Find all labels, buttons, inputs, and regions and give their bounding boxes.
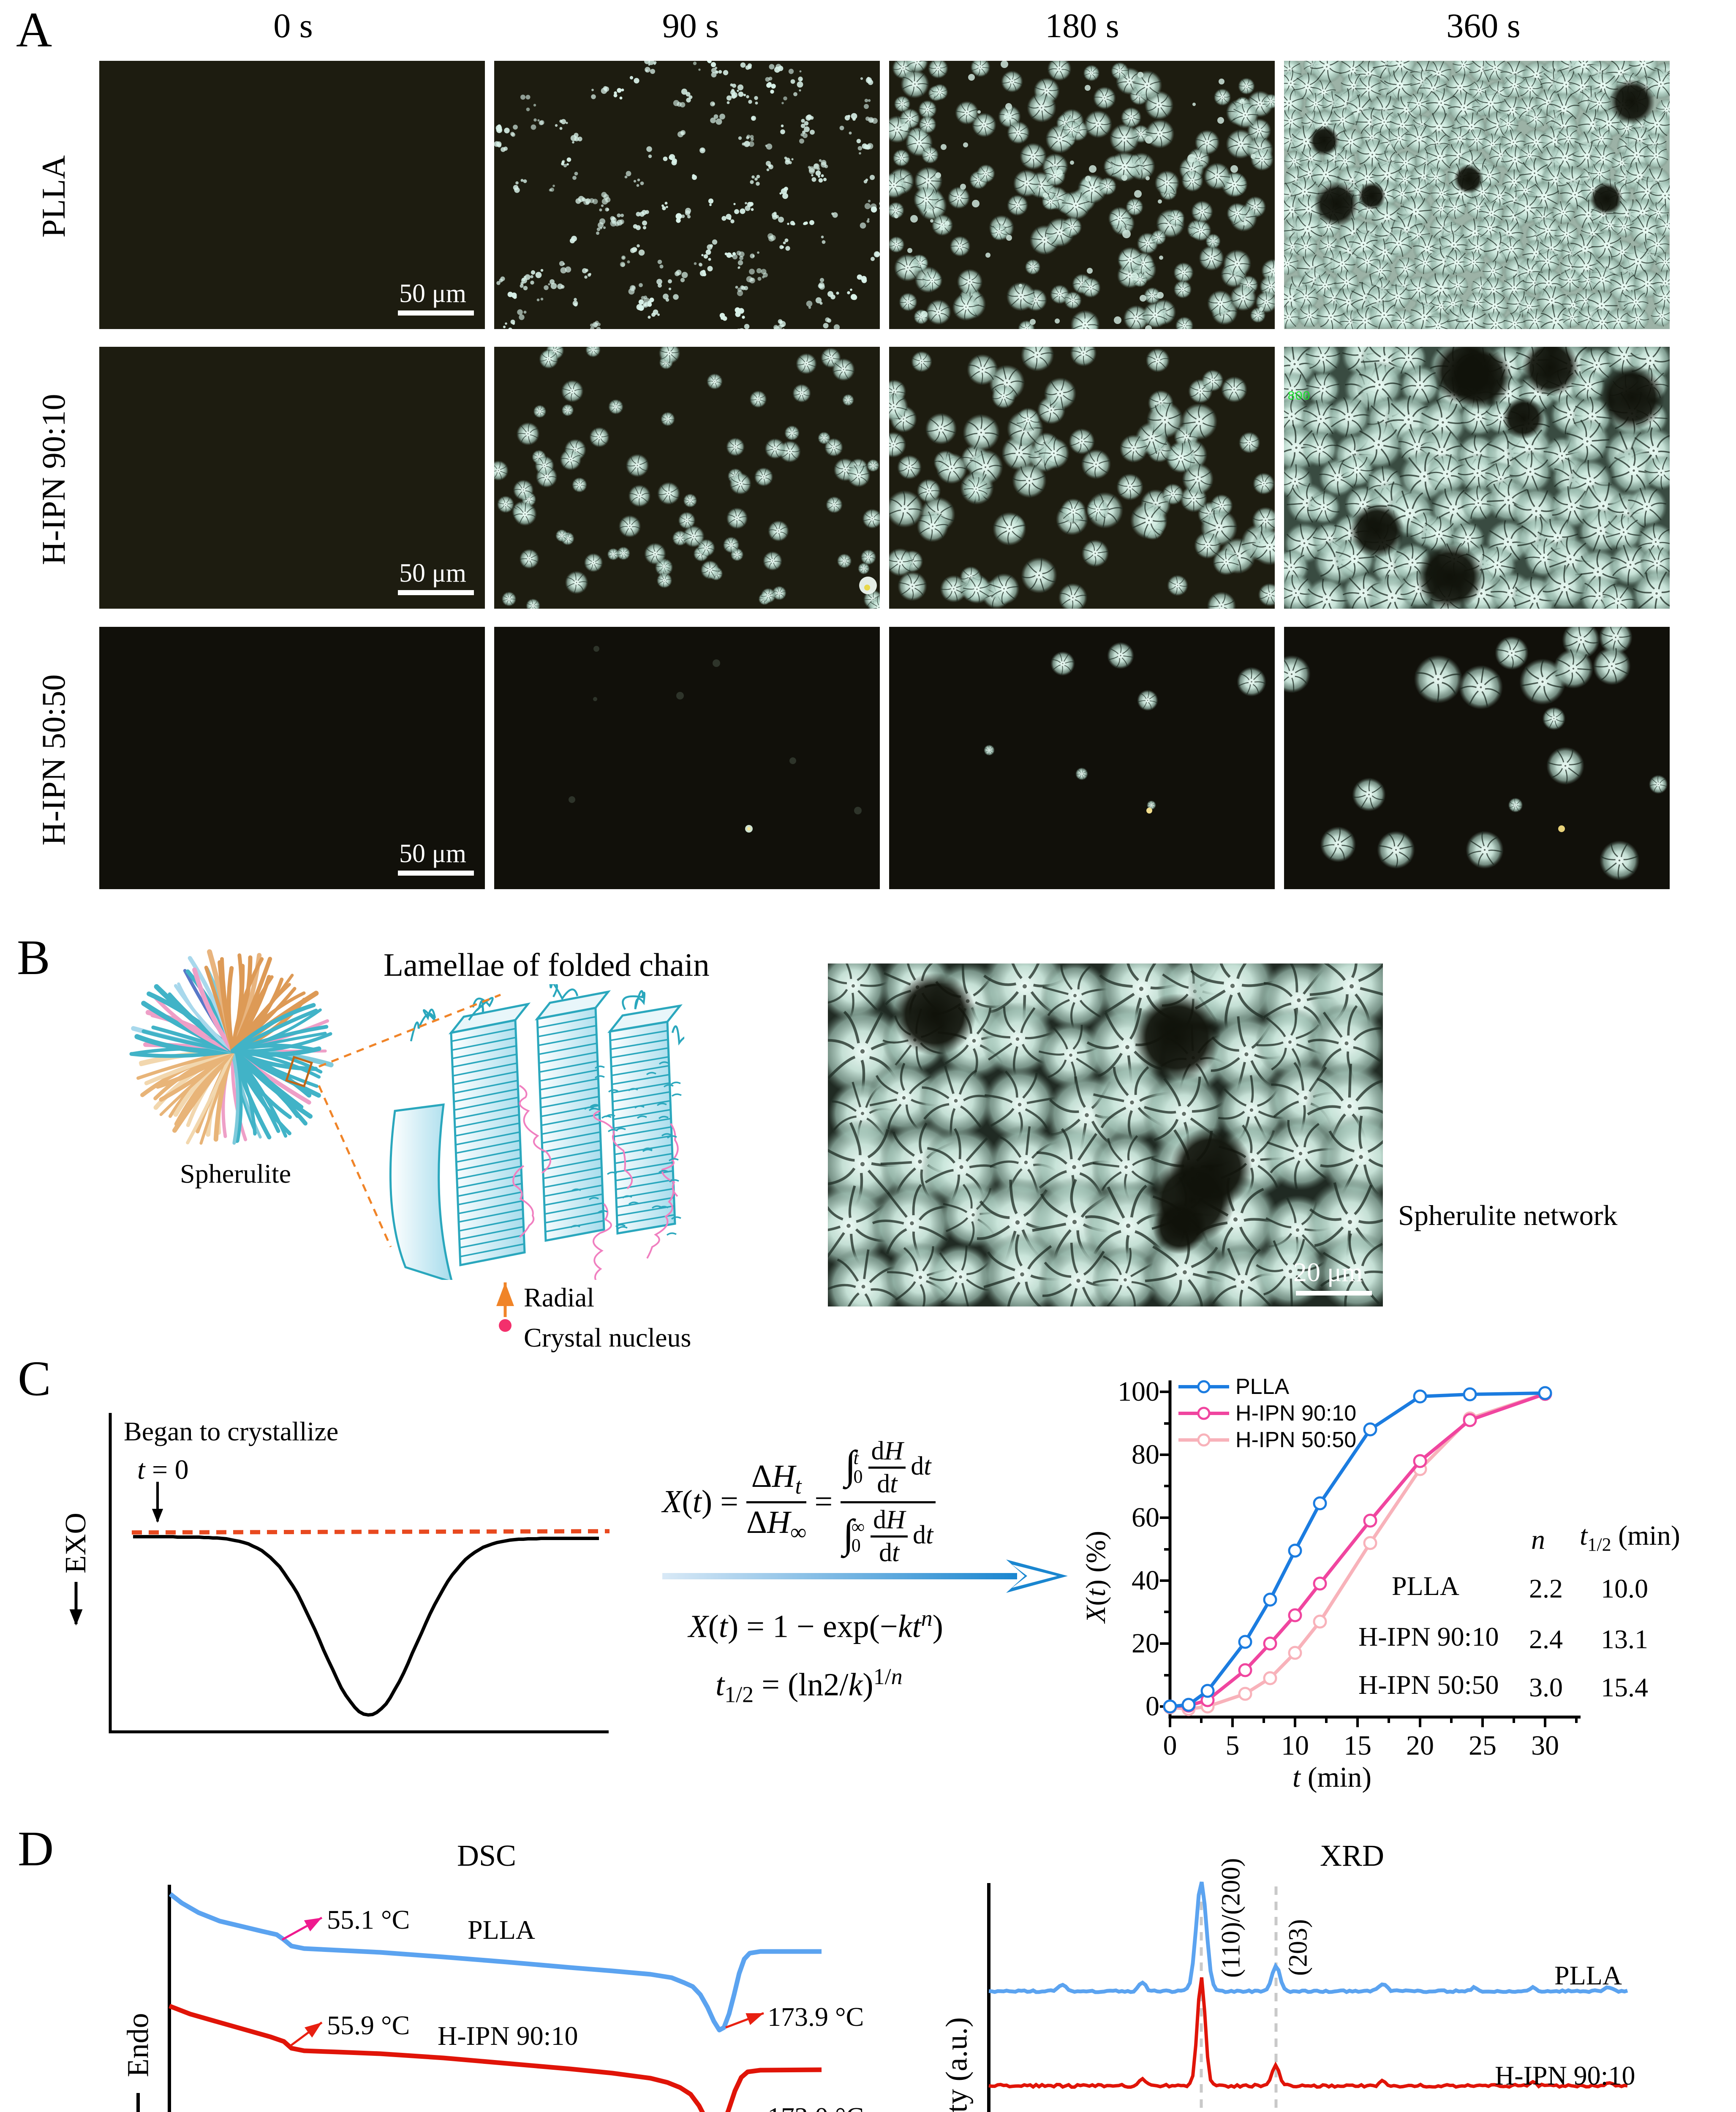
svg-text:800: 800 bbox=[1287, 389, 1310, 404]
